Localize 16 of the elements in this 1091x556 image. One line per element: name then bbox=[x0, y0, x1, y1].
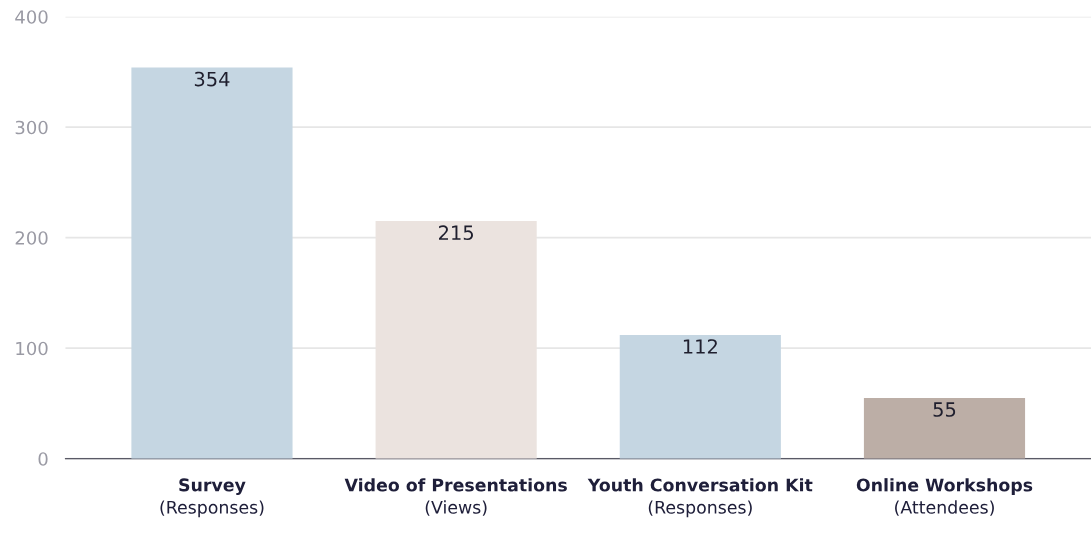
data-label: 354 bbox=[194, 71, 230, 87]
y-tick-label: 0 bbox=[38, 452, 48, 466]
y-tick-label: 300 bbox=[15, 120, 48, 135]
data-label: 215 bbox=[439, 225, 473, 241]
bar bbox=[131, 67, 293, 459]
x-tick-label: Online Workshops (Attendees) bbox=[856, 478, 1033, 516]
data-label: 112 bbox=[683, 339, 717, 354]
x-tick-label: Survey (Responses) bbox=[160, 478, 264, 518]
y-tick-label: 100 bbox=[16, 341, 48, 356]
x-tick-label: Youth Conversation Kit (Responses) bbox=[587, 478, 813, 518]
y-tick-label: 400 bbox=[15, 10, 48, 24]
data-label: 55 bbox=[933, 402, 956, 417]
bar bbox=[863, 397, 1026, 459]
x-tick-label: Video of Presentations (Views) bbox=[344, 478, 567, 516]
y-tick-label: 200 bbox=[15, 231, 48, 245]
bar bbox=[619, 334, 781, 459]
